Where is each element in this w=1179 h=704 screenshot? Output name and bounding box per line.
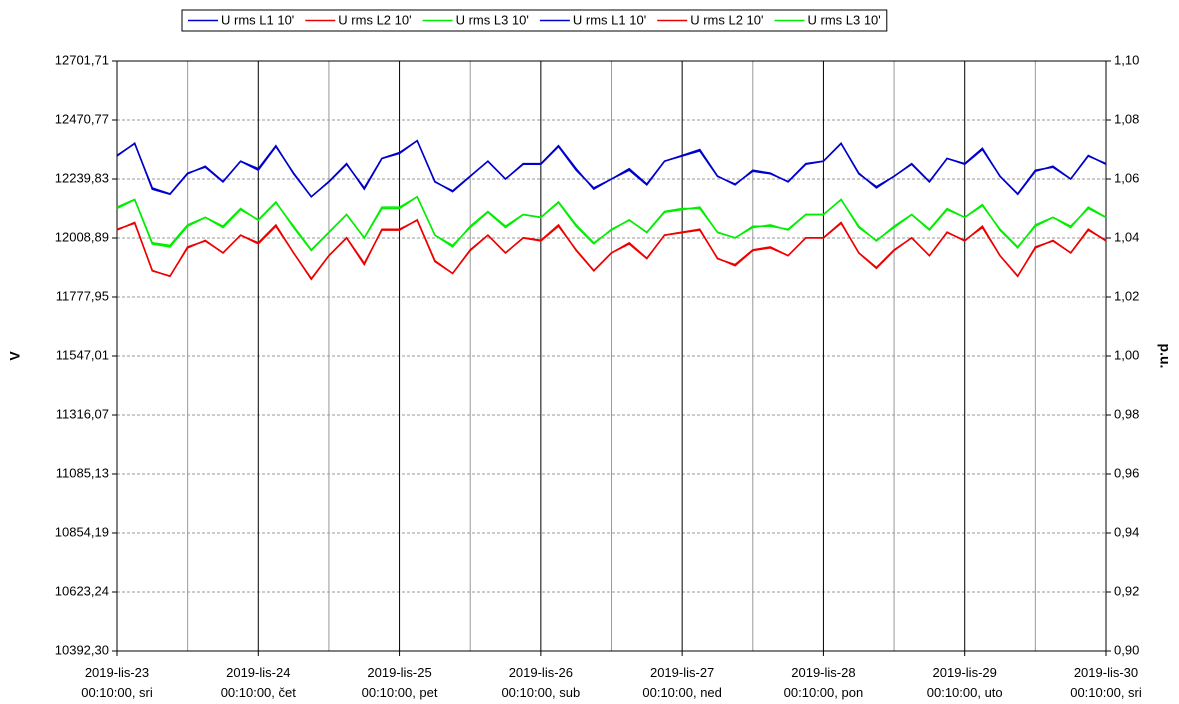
legend-box	[181, 9, 888, 32]
y-tick-label: 11085,13	[56, 465, 109, 480]
y-tick-label: 10623,24	[55, 583, 109, 598]
y-tick-label: 11777,95	[56, 288, 109, 303]
y2-tick-label: 1,04	[1114, 229, 1139, 244]
legend: U rms L1 10' U rms L2 10' U rms L3 10' U rm…	[181, 9, 888, 32]
y2-tick-label: 1,00	[1114, 347, 1139, 362]
y-tick-label: 11547,01	[56, 347, 109, 362]
y-tick-label: 12239,83	[55, 170, 109, 185]
x-tick-label: 2019-lis-23 00:10:00, sri	[81, 665, 153, 700]
x-tick-label: 2019-lis-29 00:10:00, uto	[927, 665, 1003, 700]
x-tick-label: 2019-lis-26 00:10:00, sub	[501, 665, 580, 700]
y-tick-label: 12701,71	[55, 52, 109, 67]
y-tick-label: 12008,89	[55, 229, 109, 244]
y-tick-label: 10392,30	[55, 642, 109, 657]
y-tick-label: 10854,19	[55, 524, 109, 539]
y2-tick-label: 0,96	[1114, 465, 1139, 480]
y2-tick-label: 1,06	[1114, 170, 1139, 185]
legend-label: U rms L1 10'	[573, 12, 646, 27]
y2-tick-label: 0,98	[1114, 406, 1139, 421]
y2-tick-label: 1,10	[1114, 52, 1139, 67]
x-tick-label: 2019-lis-28 00:10:00, pon	[784, 665, 864, 700]
plot-frame	[116, 60, 1107, 652]
x-tick-label: 2019-lis-27 00:10:00, ned	[642, 665, 722, 700]
series-line	[116, 195, 1107, 251]
series-line	[116, 139, 1107, 198]
y-tick-label: 12470,77	[55, 111, 109, 126]
x-tick-label: 2019-lis-25 00:10:00, pet	[362, 665, 438, 700]
legend-label: U rms L1 10'	[221, 12, 294, 27]
y2-tick-label: 0,90	[1114, 642, 1139, 657]
y2-tick-label: 0,92	[1114, 583, 1139, 598]
y-tick-label: 11316,07	[56, 406, 109, 421]
legend-label: U rms L3 10'	[807, 12, 880, 27]
legend-label: U rms L3 10'	[456, 12, 529, 27]
x-tick-label: 2019-lis-24 00:10:00, čet	[221, 665, 297, 700]
y2-tick-label: 1,02	[1114, 288, 1139, 303]
y2-tick-label: 1,08	[1114, 111, 1139, 126]
y2-axis-title: p.u.	[1157, 344, 1173, 369]
legend-label: U rms L2 10'	[690, 12, 763, 27]
y2-tick-label: 0,94	[1114, 524, 1139, 539]
series-line	[116, 219, 1107, 281]
y-axis-title: V	[7, 351, 23, 361]
legend-label: U rms L2 10'	[338, 12, 411, 27]
x-tick-label: 2019-lis-30 00:10:00, sri	[1070, 665, 1142, 700]
